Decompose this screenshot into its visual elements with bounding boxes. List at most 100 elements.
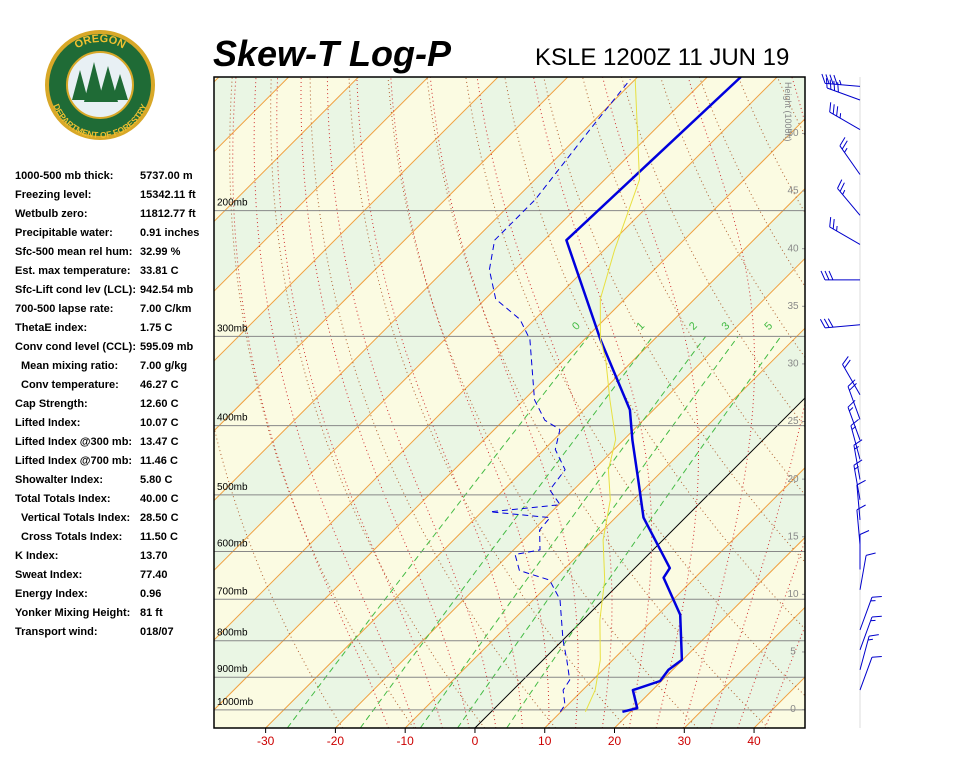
index-label: Total Totals Index:	[15, 493, 111, 505]
dry-adiabat	[855, 77, 960, 728]
index-label: Conv temperature:	[21, 379, 119, 391]
y-tick-label: 900mb	[217, 664, 248, 675]
wind-barb	[820, 270, 860, 281]
wind-barb	[859, 656, 882, 691]
mixing-ratio-line	[359, 336, 654, 728]
index-label: K Index:	[15, 550, 58, 562]
dry-adiabat	[270, 77, 485, 728]
index-label: Wetbulb zero:	[15, 208, 88, 220]
index-value: 7.00 g/kg	[140, 360, 187, 372]
x-tick-label: -20	[327, 734, 345, 748]
y2-tick-label: 20	[787, 474, 799, 485]
isotherm	[214, 77, 429, 292]
index-value: 11.50 C	[140, 531, 178, 543]
index-value: 5.80 C	[140, 474, 172, 486]
index-value: 11.46 C	[140, 455, 178, 467]
dry-adiabat	[660, 77, 805, 359]
logo-top-path: OREGON	[73, 33, 128, 51]
y2-tick-label: 10	[787, 589, 799, 600]
index-value: 81 ft	[140, 607, 163, 619]
moist-adiabat	[300, 77, 470, 728]
logo-trees	[72, 62, 128, 102]
index-label: ThetaE index:	[15, 322, 87, 334]
index-value: 77.40	[140, 569, 168, 581]
index-value: 46.27 C	[140, 379, 179, 391]
isotherm	[404, 327, 805, 728]
logo-top-text: OREGON	[73, 33, 128, 51]
wind-barb	[859, 552, 876, 590]
index-label: Lifted Index:	[15, 417, 80, 429]
index-label: Lifted Index @300 mb:	[15, 436, 132, 448]
index-value: 13.47 C	[140, 436, 179, 448]
isotherm	[214, 77, 359, 223]
y-tick-label: 400mb	[217, 413, 248, 424]
index-label: Yonker Mixing Height:	[15, 607, 130, 619]
temperature-band	[824, 77, 960, 728]
dry-adiabat	[816, 77, 960, 728]
x-tick-label: 40	[747, 734, 761, 748]
index-label: Precipitable water:	[15, 227, 113, 239]
index-label: Showalter Index:	[15, 474, 103, 486]
index-label: Sfc-Lift cond lev (LCL):	[15, 284, 136, 296]
dry-adiabat	[504, 77, 805, 630]
temperature-band	[214, 118, 805, 728]
y2-tick-label: 40	[787, 243, 799, 254]
y2-tick-label: 0	[790, 704, 796, 715]
sounding-line	[565, 77, 742, 714]
moist-adiabat	[232, 77, 389, 728]
index-value: 15342.11 ft	[140, 189, 196, 201]
y2-tick-label: 15	[787, 531, 799, 542]
mixing-ratio-line	[506, 336, 782, 728]
isotherm	[614, 536, 805, 728]
x-tick-label: 30	[678, 734, 692, 748]
wind-barb	[829, 102, 861, 131]
index-value: 5737.00 m	[140, 170, 193, 182]
y-tick-label: 1000mb	[217, 697, 254, 708]
isotherm	[214, 77, 569, 432]
moist-adiabat	[533, 77, 653, 728]
index-value: 32.99 %	[140, 246, 181, 258]
index-value: 942.54 mb	[140, 284, 193, 296]
y2-tick-label: 45	[787, 186, 799, 197]
wind-barb	[829, 217, 861, 245]
y-tick-label: 300mb	[217, 323, 248, 334]
index-value: 018/07	[140, 626, 174, 638]
wind-barb	[842, 356, 861, 395]
index-value: 1.75 C	[140, 322, 172, 334]
wind-barb	[825, 78, 861, 101]
isotherm	[683, 606, 805, 728]
index-label: 1000-500 mb thick:	[15, 170, 113, 182]
y-tick-label: 600mb	[217, 538, 248, 549]
x-tick-label: 20	[608, 734, 622, 748]
y2-tick-label: 35	[787, 301, 799, 312]
isotherm	[214, 118, 805, 711]
wind-barb	[819, 318, 861, 329]
index-value: 11812.77 ft	[140, 208, 196, 220]
index-label: Cross Totals Index:	[21, 531, 122, 543]
index-label: Est. max temperature:	[15, 265, 131, 277]
wind-barb	[856, 504, 866, 545]
isotherm	[214, 77, 778, 641]
index-label: Lifted Index @700 mb:	[15, 455, 132, 467]
y2-tick-label: 50	[787, 128, 799, 139]
wind-barb	[859, 530, 870, 570]
isotherm	[544, 467, 805, 728]
index-label: Vertical Totals Index:	[21, 512, 130, 524]
dry-adiabat	[933, 77, 960, 728]
sounding-line	[584, 79, 640, 713]
dry-adiabat	[309, 77, 556, 728]
index-value: 595.09 mb	[140, 341, 193, 353]
wind-barb	[850, 419, 861, 460]
index-label: Sweat Index:	[15, 569, 82, 581]
chart-subtitle: KSLE 1200Z 11 JUN 19	[535, 44, 789, 71]
plot-area: 0 1 2 3 51000mb900mb800mb700mb600mb500mb400m…	[214, 77, 960, 728]
index-value: 7.00 C/km	[140, 303, 192, 315]
index-label: Energy Index:	[15, 588, 88, 600]
wind-barbs	[819, 73, 882, 728]
dry-adiabat	[465, 77, 805, 697]
wind-barb	[839, 137, 861, 175]
index-label: Conv cond level (CCL):	[15, 341, 136, 353]
wind-barb	[837, 179, 861, 216]
dry-adiabat	[426, 77, 769, 728]
y2-tick-label: 30	[787, 359, 799, 370]
